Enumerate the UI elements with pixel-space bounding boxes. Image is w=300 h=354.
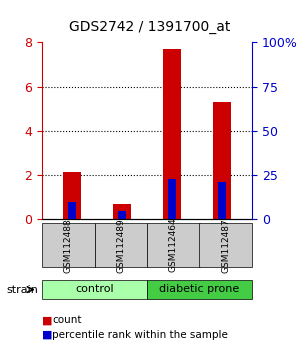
Bar: [213, 102, 231, 219]
Text: count: count: [52, 315, 82, 325]
Text: GSM112489: GSM112489: [116, 218, 125, 273]
Text: GSM112487: GSM112487: [221, 218, 230, 273]
Bar: [118, 211, 126, 219]
Bar: [63, 172, 81, 219]
Bar: [68, 202, 76, 219]
Bar: [218, 182, 226, 219]
Bar: [42, 280, 147, 299]
Bar: [147, 223, 200, 267]
Text: strain: strain: [6, 285, 38, 295]
Bar: [94, 223, 147, 267]
Bar: [163, 49, 181, 219]
Text: percentile rank within the sample: percentile rank within the sample: [52, 330, 228, 339]
Bar: [147, 280, 252, 299]
Text: GDS2742 / 1391700_at: GDS2742 / 1391700_at: [69, 19, 231, 34]
Text: GSM112488: GSM112488: [64, 218, 73, 273]
Bar: [168, 178, 176, 219]
Bar: [42, 223, 94, 267]
Bar: [113, 204, 131, 219]
Bar: [200, 223, 252, 267]
Text: control: control: [75, 284, 114, 295]
Text: ■: ■: [42, 330, 52, 339]
Text: GSM112464: GSM112464: [169, 218, 178, 273]
Text: ■: ■: [42, 315, 52, 325]
Text: diabetic prone: diabetic prone: [159, 284, 240, 295]
